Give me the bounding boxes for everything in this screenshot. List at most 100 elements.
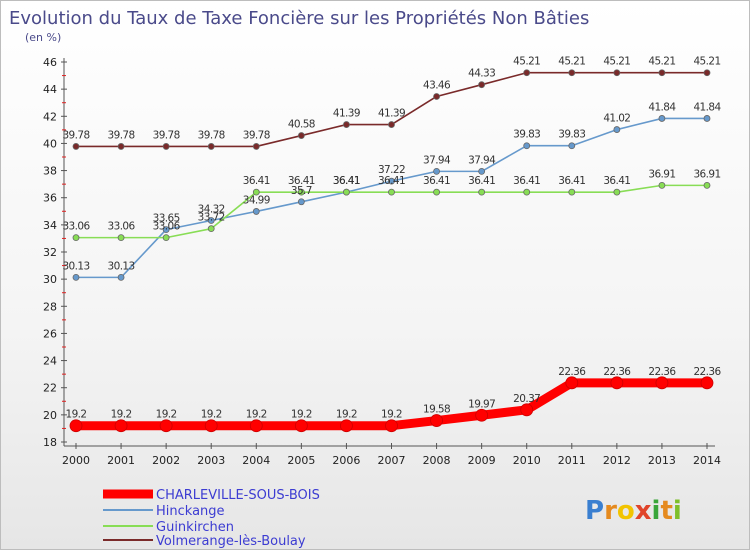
data-label: 36.41 bbox=[288, 175, 315, 187]
data-label: 41.84 bbox=[648, 101, 676, 113]
y-tick-label: 44 bbox=[43, 83, 57, 96]
data-point bbox=[568, 69, 576, 77]
y-tick-label: 26 bbox=[43, 327, 57, 340]
y-tick-label: 46 bbox=[43, 56, 57, 69]
x-tick-label: 2009 bbox=[468, 454, 496, 467]
x-tick-label: 2014 bbox=[693, 454, 721, 467]
data-label: 36.41 bbox=[333, 175, 360, 187]
data-point bbox=[207, 143, 215, 150]
data-label: 43.46 bbox=[423, 79, 451, 91]
y-tick-label: 36 bbox=[43, 192, 57, 205]
chart-title: Evolution du Taux de Taxe Foncière sur l… bbox=[9, 8, 589, 29]
series-line-1 bbox=[76, 117, 707, 279]
data-point bbox=[159, 419, 173, 433]
data-label: 20.37 bbox=[513, 393, 540, 405]
logo-letter: P bbox=[585, 496, 604, 526]
y-tick-label: 30 bbox=[43, 273, 57, 286]
series-lines bbox=[69, 69, 714, 433]
x-tick-label: 2007 bbox=[378, 454, 406, 467]
data-label: 22.36 bbox=[558, 366, 586, 378]
data-point bbox=[655, 376, 669, 390]
data-point bbox=[433, 167, 440, 175]
legend-label: Guinkirchen bbox=[156, 520, 234, 535]
data-point bbox=[613, 188, 621, 196]
x-tick-label: 2011 bbox=[558, 454, 586, 467]
data-label: 36.41 bbox=[333, 175, 360, 187]
data-label: 34.32 bbox=[198, 204, 225, 216]
data-point bbox=[703, 115, 711, 122]
data-point bbox=[72, 234, 80, 242]
data-label: 45.21 bbox=[648, 56, 675, 68]
data-label: 37.22 bbox=[378, 164, 405, 176]
data-point bbox=[72, 143, 80, 150]
data-point bbox=[658, 181, 666, 189]
data-label: 45.21 bbox=[603, 56, 630, 68]
data-point bbox=[297, 132, 305, 139]
data-label: 36.41 bbox=[558, 175, 585, 187]
data-label: 19.58 bbox=[423, 404, 450, 416]
data-label: 39.78 bbox=[62, 129, 89, 141]
legend-label: CHARLEVILLE-SOUS-BOIS bbox=[156, 488, 320, 503]
data-label: 19.97 bbox=[468, 398, 495, 410]
data-point bbox=[433, 93, 440, 100]
data-label: 36.41 bbox=[243, 175, 270, 187]
data-label: 19.2 bbox=[201, 409, 222, 421]
data-label: 33.06 bbox=[108, 221, 136, 233]
data-point bbox=[613, 69, 621, 77]
data-label: 22.36 bbox=[648, 366, 676, 378]
data-label: 45.21 bbox=[693, 56, 720, 68]
data-point bbox=[430, 414, 443, 427]
data-label: 36.41 bbox=[513, 175, 540, 187]
data-point bbox=[294, 419, 308, 433]
data-point bbox=[700, 376, 714, 390]
x-tick-label: 2006 bbox=[332, 454, 360, 467]
y-tick-label: 34 bbox=[43, 219, 57, 232]
data-point bbox=[478, 167, 486, 175]
y-tick-label: 18 bbox=[43, 436, 57, 449]
data-label: 19.2 bbox=[66, 409, 87, 421]
data-label: 44.33 bbox=[468, 68, 495, 80]
data-label: 39.78 bbox=[108, 129, 135, 141]
data-point bbox=[72, 273, 80, 281]
legend-label: Hinckange bbox=[156, 504, 225, 519]
y-tick-label: 42 bbox=[43, 110, 57, 123]
data-point bbox=[388, 177, 395, 185]
data-label: 35.7 bbox=[291, 185, 312, 197]
data-label: 19.2 bbox=[381, 409, 402, 421]
data-point bbox=[117, 234, 125, 242]
y-tick-label: 32 bbox=[43, 246, 57, 259]
data-label: 30.13 bbox=[62, 260, 89, 272]
data-point bbox=[385, 419, 398, 433]
data-label: 45.21 bbox=[513, 56, 540, 68]
data-label: 36.41 bbox=[468, 175, 495, 187]
data-point bbox=[297, 198, 305, 206]
x-tick-label: 2004 bbox=[242, 454, 270, 467]
y-tick-label: 24 bbox=[43, 355, 57, 368]
data-point bbox=[658, 115, 666, 122]
x-tick-label: 2001 bbox=[107, 454, 135, 467]
data-point bbox=[388, 121, 395, 128]
data-label: 36.91 bbox=[693, 168, 720, 180]
data-point bbox=[475, 408, 489, 422]
data-label: 19.2 bbox=[291, 409, 312, 421]
data-label: 22.36 bbox=[693, 366, 721, 378]
data-label: 33.65 bbox=[153, 213, 180, 225]
x-tick-label: 2013 bbox=[648, 454, 676, 467]
data-point bbox=[340, 419, 353, 433]
data-point bbox=[252, 188, 260, 196]
data-label: 37.94 bbox=[468, 154, 496, 166]
logo-letter: t bbox=[660, 496, 672, 526]
data-label: 36.41 bbox=[603, 175, 630, 187]
data-point bbox=[297, 188, 305, 196]
y-tick-label: 20 bbox=[43, 409, 57, 422]
data-label: 39.78 bbox=[198, 129, 225, 141]
data-point bbox=[207, 225, 215, 233]
data-label: 36.41 bbox=[378, 175, 405, 187]
logo-letter: i bbox=[673, 496, 682, 526]
data-label: 19.2 bbox=[246, 409, 267, 421]
data-point bbox=[114, 419, 128, 433]
data-point bbox=[388, 188, 395, 196]
logo-letter: x bbox=[635, 496, 652, 526]
x-tick-label: 2010 bbox=[513, 454, 541, 467]
